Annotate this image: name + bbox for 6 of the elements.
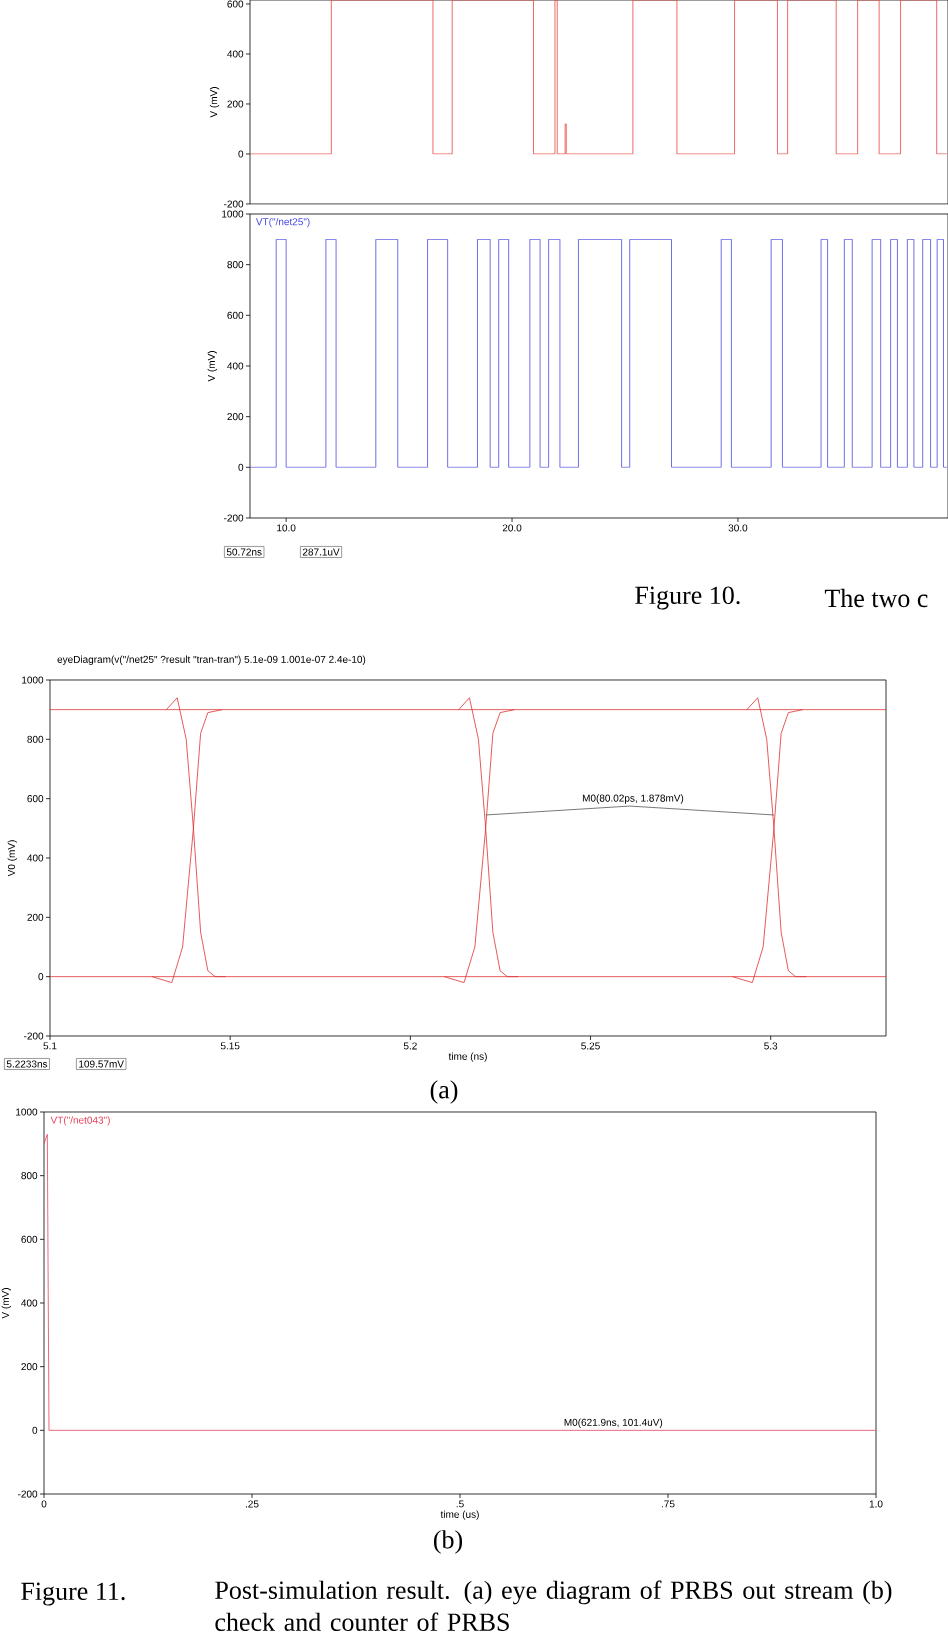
text: Post-simulation result. (a) eye diagram of PRBS out stream (b) check and counter of PRBS [215, 1580, 892, 1631]
caption: Figure 11. [21, 1582, 125, 1606]
text: The two c [824, 588, 928, 608]
text: (b) [433, 1530, 463, 1554]
caption: Figure 10. [635, 586, 740, 610]
text: (a) [430, 1080, 458, 1104]
